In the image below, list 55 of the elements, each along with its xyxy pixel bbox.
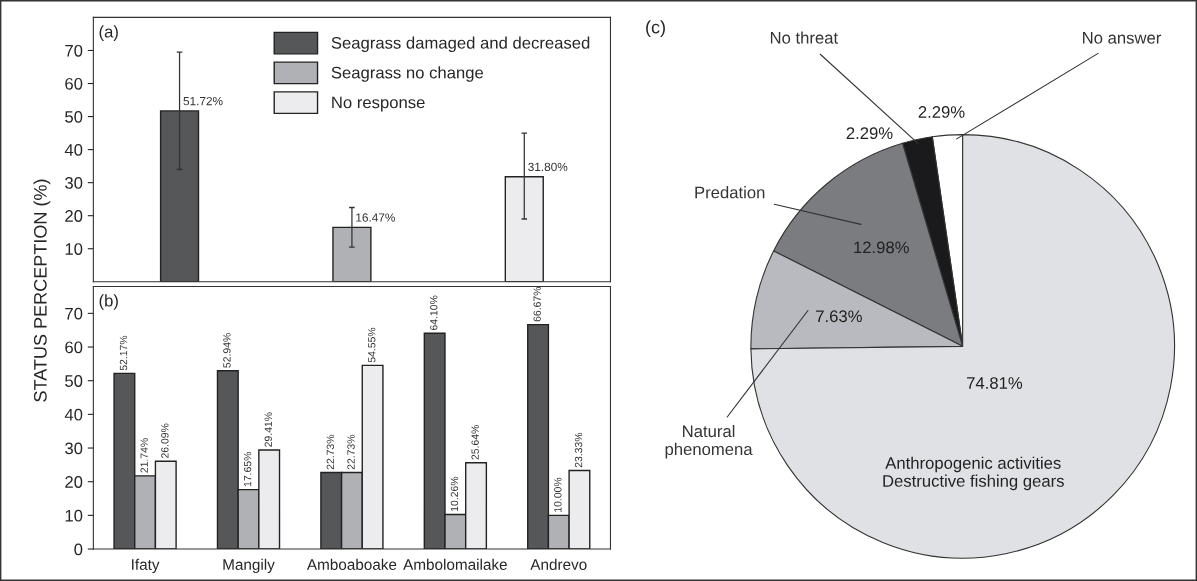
- data-label: 22.73%: [326, 434, 335, 470]
- data-label: 31.80%: [528, 162, 568, 172]
- data-label: 2.29%: [846, 127, 893, 140]
- y-tick-label: 30: [65, 442, 83, 455]
- y-axis-title: STATUS PERCEPTION (%): [33, 179, 51, 402]
- legend-label: Seagrass damaged and decreased: [331, 36, 590, 53]
- x-tick-label: Amboaboake: [306, 558, 397, 570]
- data-label: 29.41%: [264, 412, 272, 447]
- data-label: 54.55%: [368, 327, 376, 363]
- y-tick-label: 50: [65, 110, 83, 123]
- chart-title: (c): [646, 20, 665, 38]
- y-tick-label: 70: [65, 307, 83, 320]
- x-tick-label: Ambolomailake: [403, 558, 507, 570]
- slice-label: Predation: [695, 186, 765, 199]
- y-tick-label: 0: [74, 543, 83, 556]
- data-label: 74.81%: [967, 377, 1023, 389]
- x-tick-label: Ifaty: [132, 558, 160, 574]
- y-tick-label: 50: [65, 375, 83, 387]
- data-label: 7.63%: [816, 310, 862, 323]
- slice-label: Natural phenomena: [665, 424, 753, 459]
- data-label: 2.29%: [918, 106, 965, 118]
- data-label: 21.74%: [140, 438, 148, 473]
- x-tick-label: Andrevo: [530, 558, 587, 570]
- legend-label: Seagrass no change: [331, 66, 484, 82]
- data-label: 10.26%: [450, 476, 459, 512]
- data-label: 22.73%: [347, 434, 355, 470]
- y-tick-label: 60: [65, 77, 83, 90]
- y-tick-label: 60: [65, 341, 83, 354]
- y-tick-label: 10: [65, 243, 83, 255]
- data-label: 12.98%: [854, 241, 909, 254]
- y-tick-label: 30: [65, 177, 83, 189]
- data-label: 17.65%: [243, 451, 252, 487]
- data-label: 10.00%: [554, 477, 562, 512]
- data-label: 64.10%: [430, 295, 438, 331]
- chart-title: (a): [99, 25, 118, 41]
- y-tick-label: 40: [64, 144, 83, 156]
- data-label: 26.09%: [161, 423, 169, 458]
- data-label: 51.72%: [183, 96, 223, 106]
- data-label: 52.17%: [119, 335, 128, 371]
- data-label: 25.64%: [471, 425, 479, 460]
- y-tick-label: 20: [65, 210, 83, 222]
- x-tick-label: Mangily: [223, 558, 275, 574]
- y-tick-label: 10: [65, 509, 83, 522]
- slice-label: No answer: [1083, 32, 1162, 44]
- data-label: 66.67%: [533, 286, 541, 322]
- legend-label: No response: [332, 96, 425, 112]
- slice-label: No threat: [770, 31, 838, 44]
- data-label: 16.47%: [356, 213, 395, 222]
- slice-label: Anthropogenic activities Destructive fishing gears: [883, 456, 1064, 491]
- data-label: 23.33%: [574, 432, 583, 468]
- chart-title: (b): [99, 294, 118, 310]
- y-tick-label: 70: [65, 44, 83, 57]
- y-tick-label: 20: [65, 476, 83, 488]
- y-tick-label: 40: [64, 408, 83, 421]
- data-label: 52.94%: [223, 333, 231, 368]
